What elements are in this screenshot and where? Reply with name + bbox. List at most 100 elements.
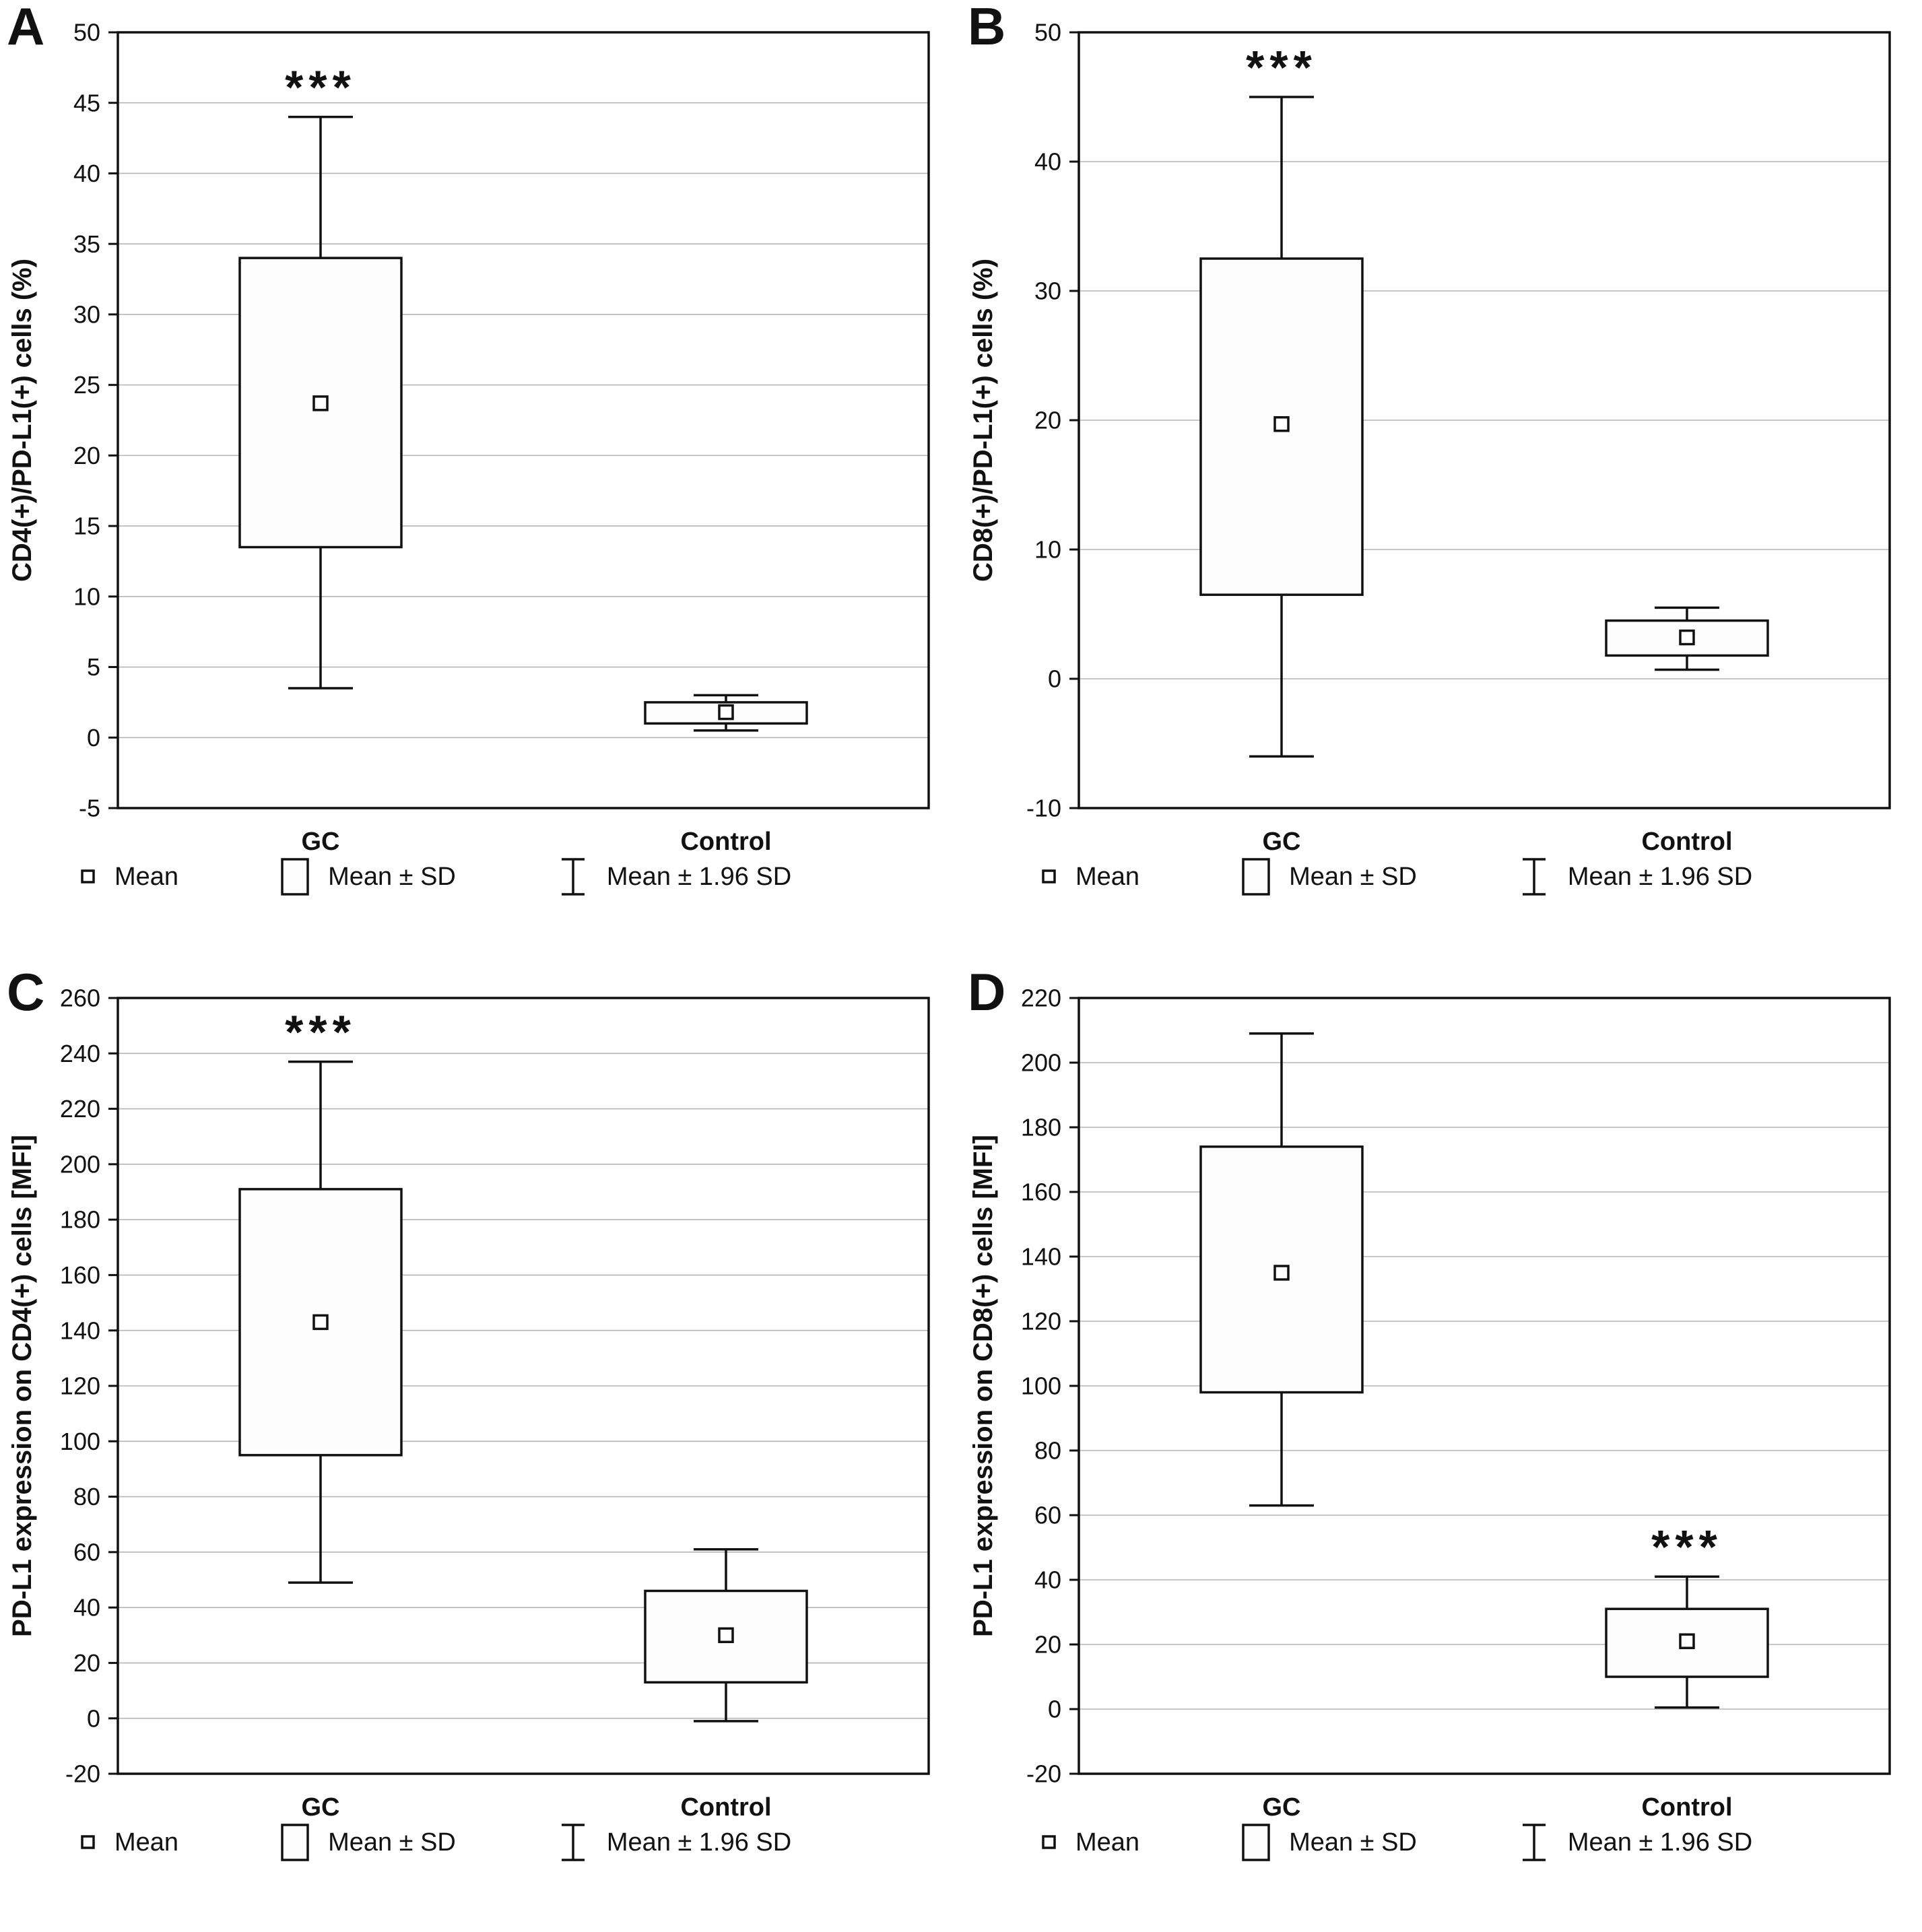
- panel-d-letter: D: [968, 962, 1006, 1022]
- legend-label-mean: Mean: [114, 1828, 179, 1857]
- mean-marker-icon: [81, 869, 95, 884]
- svg-text:45: 45: [73, 89, 100, 116]
- svg-text:20: 20: [1034, 1631, 1061, 1659]
- sd-box-icon: [281, 858, 309, 896]
- mean-marker-icon: [81, 1835, 95, 1849]
- panel-a-letter: A: [7, 0, 45, 56]
- svg-text:15: 15: [73, 512, 100, 540]
- svg-text:220: 220: [60, 1095, 100, 1123]
- svg-text:CD8(+)/PD-L1(+) cells (%): CD8(+)/PD-L1(+) cells (%): [968, 259, 998, 582]
- svg-text:Control: Control: [680, 828, 771, 856]
- svg-text:25: 25: [73, 371, 100, 399]
- svg-text:***: ***: [1246, 41, 1317, 94]
- legend-item-ci: Mean ± 1.96 SD: [557, 855, 791, 898]
- svg-text:-10: -10: [1026, 795, 1061, 822]
- svg-text:220: 220: [1021, 985, 1061, 1012]
- svg-text:10: 10: [1034, 536, 1061, 564]
- legend-label-mean: Mean: [114, 862, 179, 891]
- svg-text:GC: GC: [1263, 828, 1301, 856]
- svg-text:***: ***: [285, 1006, 356, 1059]
- svg-text:GC: GC: [302, 828, 340, 856]
- svg-text:200: 200: [1021, 1049, 1061, 1077]
- svg-text:260: 260: [60, 985, 100, 1012]
- svg-text:Control: Control: [1641, 1793, 1732, 1822]
- legend-item-sd: Mean ± SD: [1240, 1822, 1417, 1863]
- legend-item-ci: Mean ± 1.96 SD: [557, 1821, 791, 1864]
- legend-label-ci: Mean ± 1.96 SD: [1567, 1828, 1753, 1857]
- panel-b: B -10 0 10 20 30 40 50 CD8(+)/PD-L1(+) cells (%…: [961, 0, 1922, 966]
- svg-text:5: 5: [87, 653, 100, 681]
- legend: Mean Mean ± SD Mean ± 1.96 SD: [79, 855, 961, 898]
- svg-text:GC: GC: [302, 1793, 340, 1822]
- svg-text:20: 20: [73, 442, 100, 469]
- legend-label-sd: Mean ± SD: [328, 862, 456, 891]
- legend-label-sd: Mean ± SD: [1289, 862, 1417, 891]
- svg-text:-20: -20: [65, 1760, 100, 1788]
- boxplot-pdl1-mfi-cd8: -20 0 20 40 60 80 100 120 140 160 180 200 220 PD-L1 e…: [968, 985, 1891, 1822]
- svg-text:80: 80: [73, 1483, 100, 1510]
- legend-item-mean: Mean: [1040, 863, 1139, 892]
- sd-box-icon: [1242, 1824, 1270, 1861]
- svg-text:0: 0: [87, 1704, 100, 1732]
- mean-marker-icon: [1042, 869, 1056, 884]
- legend-label-ci: Mean ± 1.96 SD: [1567, 862, 1753, 891]
- svg-text:-20: -20: [1026, 1760, 1061, 1788]
- panel-b-letter: B: [968, 0, 1006, 56]
- whisker-icon: [561, 1824, 585, 1861]
- legend-label-sd: Mean ± SD: [1289, 1828, 1417, 1857]
- sd-box-icon: [281, 1824, 309, 1861]
- whisker-icon: [561, 858, 585, 896]
- boxplot-cd4-pdl1-percent: -5 0 5 10 15 20 25 30 35 40 45 50 CD4(+)/PD-L1(+) ce…: [7, 19, 930, 856]
- legend-label-mean: Mean: [1075, 1828, 1140, 1857]
- svg-text:40: 40: [73, 160, 100, 187]
- mean-marker-icon: [1042, 1835, 1056, 1849]
- whisker-icon: [1522, 858, 1546, 896]
- legend-item-ci: Mean ± 1.96 SD: [1518, 855, 1752, 898]
- svg-text:80: 80: [1034, 1437, 1061, 1465]
- legend: Mean Mean ± SD Mean ± 1.96 SD: [79, 1821, 961, 1864]
- legend-item-mean: Mean: [79, 863, 178, 892]
- legend: Mean Mean ± SD Mean ± 1.96 SD: [1040, 1821, 1922, 1864]
- svg-text:40: 40: [1034, 1566, 1061, 1594]
- boxplot-cd8-pdl1-percent: -10 0 10 20 30 40 50 CD8(+)/PD-L1(+) cells (%) *…: [968, 19, 1891, 856]
- svg-text:0: 0: [87, 724, 100, 752]
- boxplot-pdl1-mfi-cd4: -20 0 20 40 60 80 100 120 140 160 180 200 220 240 260 P…: [7, 985, 930, 1822]
- svg-text:100: 100: [60, 1428, 100, 1455]
- svg-text:120: 120: [60, 1372, 100, 1400]
- legend-label-sd: Mean ± SD: [328, 1828, 456, 1857]
- svg-text:PD-L1 expression on CD4(+) cel: PD-L1 expression on CD4(+) cells [MFI]: [7, 1135, 37, 1637]
- legend-item-sd: Mean ± SD: [279, 857, 456, 897]
- svg-text:160: 160: [60, 1261, 100, 1289]
- svg-text:0: 0: [1048, 665, 1061, 693]
- svg-text:30: 30: [1034, 277, 1061, 305]
- panel-d: D -20 0 20 40 60 80 100 120 140 160 180 200 220 PD-L1…: [961, 966, 1922, 1931]
- svg-text:***: ***: [285, 61, 356, 114]
- svg-text:60: 60: [1034, 1502, 1061, 1529]
- svg-text:PD-L1 expression on CD8(+) cel: PD-L1 expression on CD8(+) cells [MFI]: [968, 1135, 998, 1637]
- panel-c-letter: C: [7, 962, 45, 1022]
- svg-text:100: 100: [1021, 1372, 1061, 1400]
- panel-c: C -20 0 20 40 60 80 100 120 140 160 180 200 220 240 26…: [0, 966, 961, 1931]
- svg-text:-5: -5: [79, 795, 100, 822]
- svg-text:40: 40: [1034, 148, 1061, 176]
- svg-text:180: 180: [1021, 1114, 1061, 1141]
- legend: Mean Mean ± SD Mean ± 1.96 SD: [1040, 855, 1922, 898]
- svg-text:30: 30: [73, 301, 100, 329]
- svg-text:140: 140: [1021, 1243, 1061, 1271]
- svg-text:Control: Control: [1641, 828, 1732, 856]
- svg-text:160: 160: [1021, 1178, 1061, 1206]
- legend-label-ci: Mean ± 1.96 SD: [606, 1828, 792, 1857]
- svg-text:10: 10: [73, 582, 100, 610]
- panel-a: A -5 0 5 10 15 20 25 30 35 40 45 50 CD4(+)/PD-L1(+) …: [0, 0, 961, 966]
- legend-item-sd: Mean ± SD: [279, 1822, 456, 1863]
- svg-text:20: 20: [1034, 407, 1061, 434]
- legend-item-mean: Mean: [1040, 1828, 1139, 1857]
- svg-text:CD4(+)/PD-L1(+) cells (%): CD4(+)/PD-L1(+) cells (%): [7, 259, 37, 582]
- legend-item-ci: Mean ± 1.96 SD: [1518, 1821, 1752, 1864]
- svg-text:GC: GC: [1263, 1793, 1301, 1822]
- svg-text:140: 140: [60, 1317, 100, 1344]
- svg-text:40: 40: [73, 1594, 100, 1622]
- legend-item-sd: Mean ± SD: [1240, 857, 1417, 897]
- svg-text:200: 200: [60, 1150, 100, 1178]
